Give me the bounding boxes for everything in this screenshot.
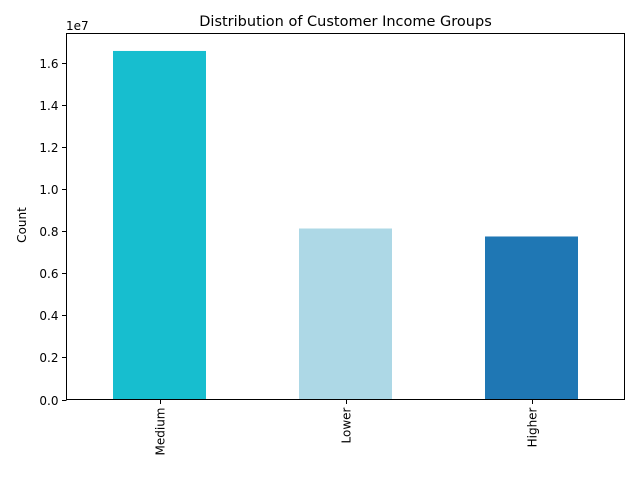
y-tick-label: 1.6 (39, 57, 58, 71)
y-tick-label: 0.6 (39, 267, 58, 281)
y-axis-label: Count (15, 207, 29, 243)
y-tick-label: 0.4 (39, 309, 58, 323)
y-axis-multiplier: 1e7 (66, 19, 89, 33)
y-axis-ticks: 0.0 0.2 0.4 0.6 0.8 1.0 1.2 1.4 1.6 (39, 57, 67, 408)
chart-title: Distribution of Customer Income Groups (199, 14, 492, 30)
x-tick-label-medium: Medium (154, 408, 168, 456)
bars-group (113, 50, 578, 400)
bar-medium (113, 50, 206, 400)
x-axis-ticks: Medium Lower Higher (154, 399, 540, 456)
y-tick-label: 0.0 (39, 394, 58, 408)
x-tick-label-higher: Higher (526, 407, 540, 447)
y-tick-label: 1.0 (39, 183, 58, 197)
y-tick-label: 0.8 (39, 225, 58, 239)
y-tick-label: 1.2 (39, 141, 58, 155)
y-tick-label: 1.4 (39, 99, 58, 113)
bar-higher (485, 236, 578, 400)
x-tick-label-lower: Lower (340, 407, 354, 443)
y-tick-label: 0.2 (39, 351, 58, 365)
plot-frame (66, 33, 625, 400)
bar-lower (299, 228, 392, 400)
